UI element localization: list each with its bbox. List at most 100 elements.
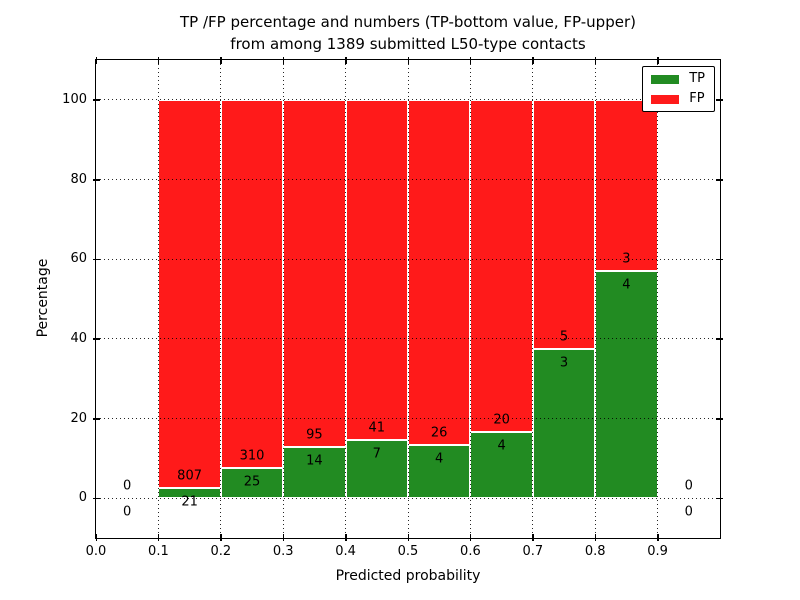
y-gridline xyxy=(96,338,720,340)
x-gridline xyxy=(594,60,596,538)
legend-swatch-fp xyxy=(651,94,680,104)
x-gridline xyxy=(469,60,471,538)
tp-count-label: 7 xyxy=(372,446,381,462)
tp-count-label: 25 xyxy=(243,474,261,490)
y-tick-label: 80 xyxy=(70,171,87,187)
fp-count-label: 807 xyxy=(177,468,203,484)
bar-segment-fp xyxy=(345,99,408,441)
y-tick-left xyxy=(93,99,100,101)
x-tick-label: 0.0 xyxy=(85,544,107,559)
bar-segment-fp xyxy=(220,99,284,469)
x-tick-bottom xyxy=(282,534,285,541)
bar-segment-fp xyxy=(532,99,596,349)
x-tick-top xyxy=(95,57,97,64)
x-tick-top xyxy=(657,57,659,64)
x-tick-bottom xyxy=(657,534,659,541)
legend-entry-tp: TP xyxy=(651,72,705,86)
y-gridline xyxy=(96,99,720,101)
y-axis-label: Percentage xyxy=(35,258,51,338)
x-tick-label: 0.5 xyxy=(397,544,419,559)
fp-count-label: 20 xyxy=(493,412,510,428)
y-tick-right xyxy=(716,258,723,261)
plot-area: 0 0 807 21 310 25 95 14 41 7 26 4 20 4 5 3 3 4 0 0 TP FP xyxy=(93,57,723,541)
y-gridline xyxy=(96,179,720,180)
tp-count-label: 0 xyxy=(123,504,132,520)
x-tick-label: 0.3 xyxy=(272,544,294,559)
tp-count-label: 14 xyxy=(306,453,323,469)
x-tick-top xyxy=(220,57,222,64)
legend-label-tp: TP xyxy=(689,71,705,86)
x-gridline xyxy=(157,60,159,538)
x-tick-bottom xyxy=(532,534,534,541)
tp-count-label: 21 xyxy=(181,494,198,510)
chart-title-line-2: from among 1389 submitted L50-type conta… xyxy=(230,35,586,53)
y-tick-right xyxy=(716,338,723,340)
bar-segment-tp xyxy=(158,488,221,499)
bar-segment-tp xyxy=(532,348,596,499)
bar-segment-fp xyxy=(283,99,346,447)
x-tick-label: 0.8 xyxy=(584,544,606,559)
y-tick-left xyxy=(93,497,100,500)
x-tick-label: 0.1 xyxy=(148,544,169,559)
bar-segment-fp xyxy=(408,99,471,446)
y-tick-label: 20 xyxy=(70,410,87,426)
fp-count-label: 310 xyxy=(239,448,265,464)
tp-count-label: 4 xyxy=(622,277,631,293)
y-tick-left xyxy=(93,338,100,340)
bar-segment-tp xyxy=(283,447,346,499)
x-tick-top xyxy=(157,57,160,64)
legend: TP FP xyxy=(642,66,715,112)
tp-count-label: 4 xyxy=(435,451,444,467)
x-tick-bottom xyxy=(594,534,597,541)
x-tick-top xyxy=(345,57,347,64)
bar-segment-tp xyxy=(408,445,471,499)
x-tick-bottom xyxy=(345,534,347,541)
bar-segment-tp xyxy=(345,440,408,499)
x-tick-bottom xyxy=(469,534,472,541)
fp-count-label: 0 xyxy=(684,478,693,494)
tp-count-label: 3 xyxy=(559,355,569,371)
x-tick-bottom xyxy=(95,534,97,541)
legend-swatch-tp xyxy=(651,74,680,84)
x-tick-bottom xyxy=(407,534,409,541)
y-gridline xyxy=(96,258,720,260)
x-gridline xyxy=(220,60,222,538)
x-tick-top xyxy=(282,57,285,64)
x-gridline xyxy=(657,60,659,538)
chart-title: TP /FP percentage and numbers (TP-bottom… xyxy=(96,11,720,55)
y-tick-label: 60 xyxy=(70,251,87,267)
x-tick-top xyxy=(532,57,534,64)
x-tick-bottom xyxy=(220,534,222,541)
bar-segment-fp xyxy=(158,99,221,489)
x-gridline xyxy=(282,60,284,538)
x-tick-top xyxy=(407,57,409,64)
y-tick-right xyxy=(716,99,723,101)
y-tick-left xyxy=(93,258,100,261)
fp-count-label: 41 xyxy=(368,420,386,436)
y-gridline xyxy=(96,418,720,419)
x-gridline xyxy=(407,60,409,538)
x-gridline xyxy=(345,60,347,538)
y-tick-label: 40 xyxy=(70,330,87,346)
fp-count-label: 26 xyxy=(430,425,448,441)
y-tick-left xyxy=(93,418,100,420)
x-axis-label: Predicted probability xyxy=(335,568,481,584)
x-tick-label: 0.2 xyxy=(210,544,232,559)
bar-segment-fp xyxy=(470,99,533,432)
x-gridline xyxy=(532,60,534,538)
y-tick-right xyxy=(716,418,723,420)
x-tick-label: 0.7 xyxy=(522,544,544,559)
y-tick-label: 100 xyxy=(62,91,87,107)
y-tick-label: 0 xyxy=(78,490,87,506)
chart-title-line-1: TP /FP percentage and numbers (TP-bottom… xyxy=(180,13,636,31)
y-gridline xyxy=(96,497,720,499)
x-tick-label: 0.6 xyxy=(460,544,481,559)
y-tick-right xyxy=(716,179,723,181)
y-tick-right xyxy=(716,497,723,500)
bar-segment-fp xyxy=(595,99,658,271)
x-tick-top xyxy=(594,57,597,64)
bar-segment-tp xyxy=(595,270,658,499)
tp-count-label: 0 xyxy=(684,504,693,520)
fp-count-label: 3 xyxy=(622,251,631,267)
